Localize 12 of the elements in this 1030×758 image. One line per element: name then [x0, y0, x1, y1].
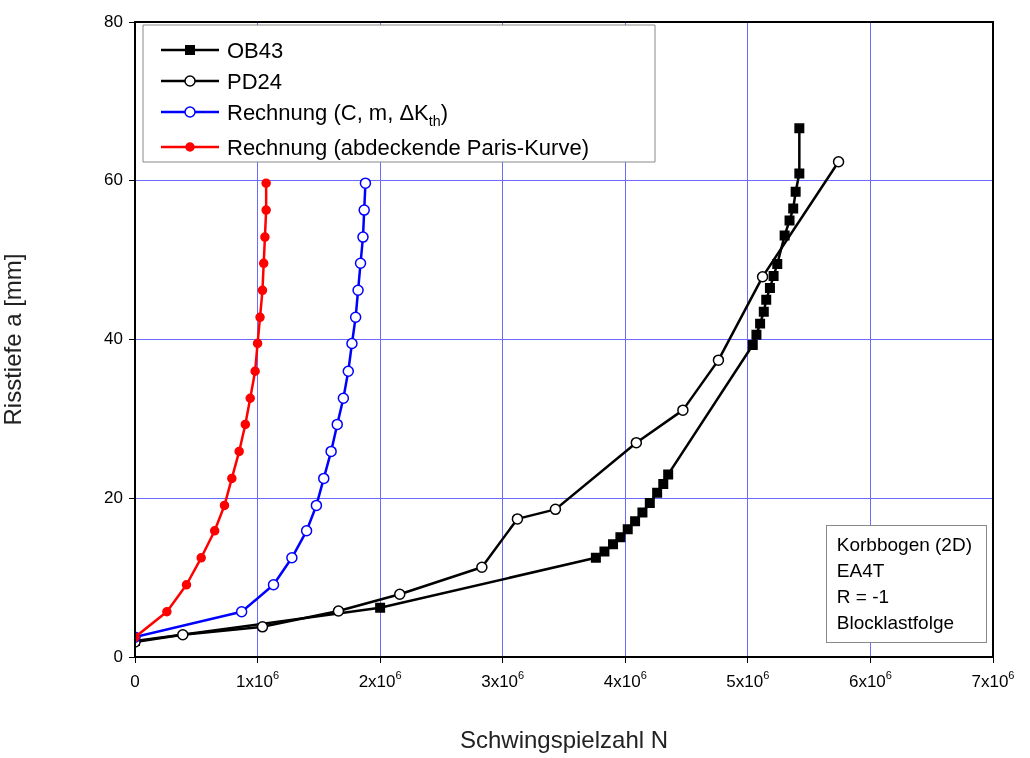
y-tick-label: 20: [104, 487, 123, 507]
legend-label: PD24: [227, 69, 283, 94]
x-axis-title: Schwingspielzahl N: [459, 726, 669, 754]
legend-label: OB43: [227, 38, 284, 63]
y-tick-label: 60: [104, 170, 123, 190]
y-tick-label: 0: [113, 646, 123, 666]
y-tick-label: 40: [104, 329, 123, 349]
legend-label: Rechnung (abdeckende Paris-Kurve): [227, 135, 589, 160]
y-tick-label: 80: [104, 11, 123, 31]
annotation: Korbbogen (2D) EA4T R = -1 Blocklastfolge: [825, 525, 987, 643]
x-tick-label: 0: [130, 672, 140, 691]
y-axis-title: Risstiefe a [mm]: [0, 253, 27, 426]
